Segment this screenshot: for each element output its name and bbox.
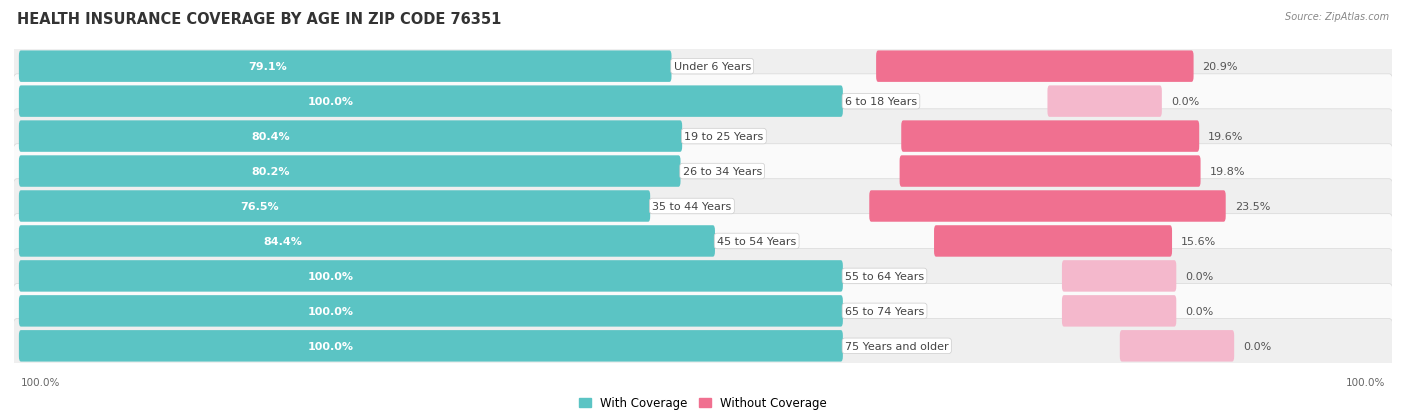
FancyBboxPatch shape: [13, 179, 1393, 234]
FancyBboxPatch shape: [18, 295, 842, 327]
Text: 100.0%: 100.0%: [308, 306, 354, 316]
Text: 100.0%: 100.0%: [21, 377, 60, 387]
FancyBboxPatch shape: [18, 261, 842, 292]
Text: 79.1%: 79.1%: [247, 62, 287, 72]
FancyBboxPatch shape: [18, 191, 650, 222]
FancyBboxPatch shape: [18, 225, 716, 257]
Text: 0.0%: 0.0%: [1171, 97, 1199, 107]
Text: 100.0%: 100.0%: [308, 97, 354, 107]
Text: 76.5%: 76.5%: [240, 202, 278, 211]
FancyBboxPatch shape: [1062, 295, 1177, 327]
Text: 19.6%: 19.6%: [1208, 132, 1243, 142]
Text: 100.0%: 100.0%: [308, 341, 354, 351]
Text: 0.0%: 0.0%: [1185, 306, 1213, 316]
FancyBboxPatch shape: [13, 284, 1393, 338]
Text: Source: ZipAtlas.com: Source: ZipAtlas.com: [1285, 12, 1389, 22]
Text: 6 to 18 Years: 6 to 18 Years: [845, 97, 917, 107]
FancyBboxPatch shape: [934, 225, 1173, 257]
Text: 100.0%: 100.0%: [308, 271, 354, 281]
Text: 15.6%: 15.6%: [1181, 236, 1216, 247]
FancyBboxPatch shape: [13, 109, 1393, 164]
Text: 23.5%: 23.5%: [1234, 202, 1270, 211]
Text: 84.4%: 84.4%: [263, 236, 302, 247]
FancyBboxPatch shape: [13, 145, 1393, 199]
Text: 65 to 74 Years: 65 to 74 Years: [845, 306, 924, 316]
FancyBboxPatch shape: [1047, 86, 1161, 118]
Text: 19.8%: 19.8%: [1209, 166, 1246, 177]
Text: Under 6 Years: Under 6 Years: [673, 62, 751, 72]
FancyBboxPatch shape: [18, 51, 672, 83]
Text: 45 to 54 Years: 45 to 54 Years: [717, 236, 796, 247]
FancyBboxPatch shape: [13, 214, 1393, 268]
FancyBboxPatch shape: [901, 121, 1199, 152]
FancyBboxPatch shape: [18, 156, 681, 188]
Text: 75 Years and older: 75 Years and older: [845, 341, 949, 351]
Text: 0.0%: 0.0%: [1243, 341, 1271, 351]
Text: 19 to 25 Years: 19 to 25 Years: [685, 132, 763, 142]
Text: 80.2%: 80.2%: [252, 166, 290, 177]
FancyBboxPatch shape: [869, 191, 1226, 222]
FancyBboxPatch shape: [13, 75, 1393, 129]
Text: HEALTH INSURANCE COVERAGE BY AGE IN ZIP CODE 76351: HEALTH INSURANCE COVERAGE BY AGE IN ZIP …: [17, 12, 502, 27]
FancyBboxPatch shape: [876, 51, 1194, 83]
FancyBboxPatch shape: [13, 319, 1393, 373]
Legend: With Coverage, Without Coverage: With Coverage, Without Coverage: [574, 392, 832, 413]
Text: 100.0%: 100.0%: [1346, 377, 1385, 387]
Text: 26 to 34 Years: 26 to 34 Years: [682, 166, 762, 177]
FancyBboxPatch shape: [13, 249, 1393, 304]
Text: 0.0%: 0.0%: [1185, 271, 1213, 281]
FancyBboxPatch shape: [1062, 261, 1177, 292]
FancyBboxPatch shape: [13, 40, 1393, 94]
FancyBboxPatch shape: [18, 330, 842, 362]
Text: 35 to 44 Years: 35 to 44 Years: [652, 202, 731, 211]
FancyBboxPatch shape: [18, 121, 682, 152]
Text: 80.4%: 80.4%: [252, 132, 290, 142]
FancyBboxPatch shape: [18, 86, 842, 118]
FancyBboxPatch shape: [1119, 330, 1234, 362]
FancyBboxPatch shape: [900, 156, 1201, 188]
Text: 20.9%: 20.9%: [1202, 62, 1239, 72]
Text: 55 to 64 Years: 55 to 64 Years: [845, 271, 924, 281]
